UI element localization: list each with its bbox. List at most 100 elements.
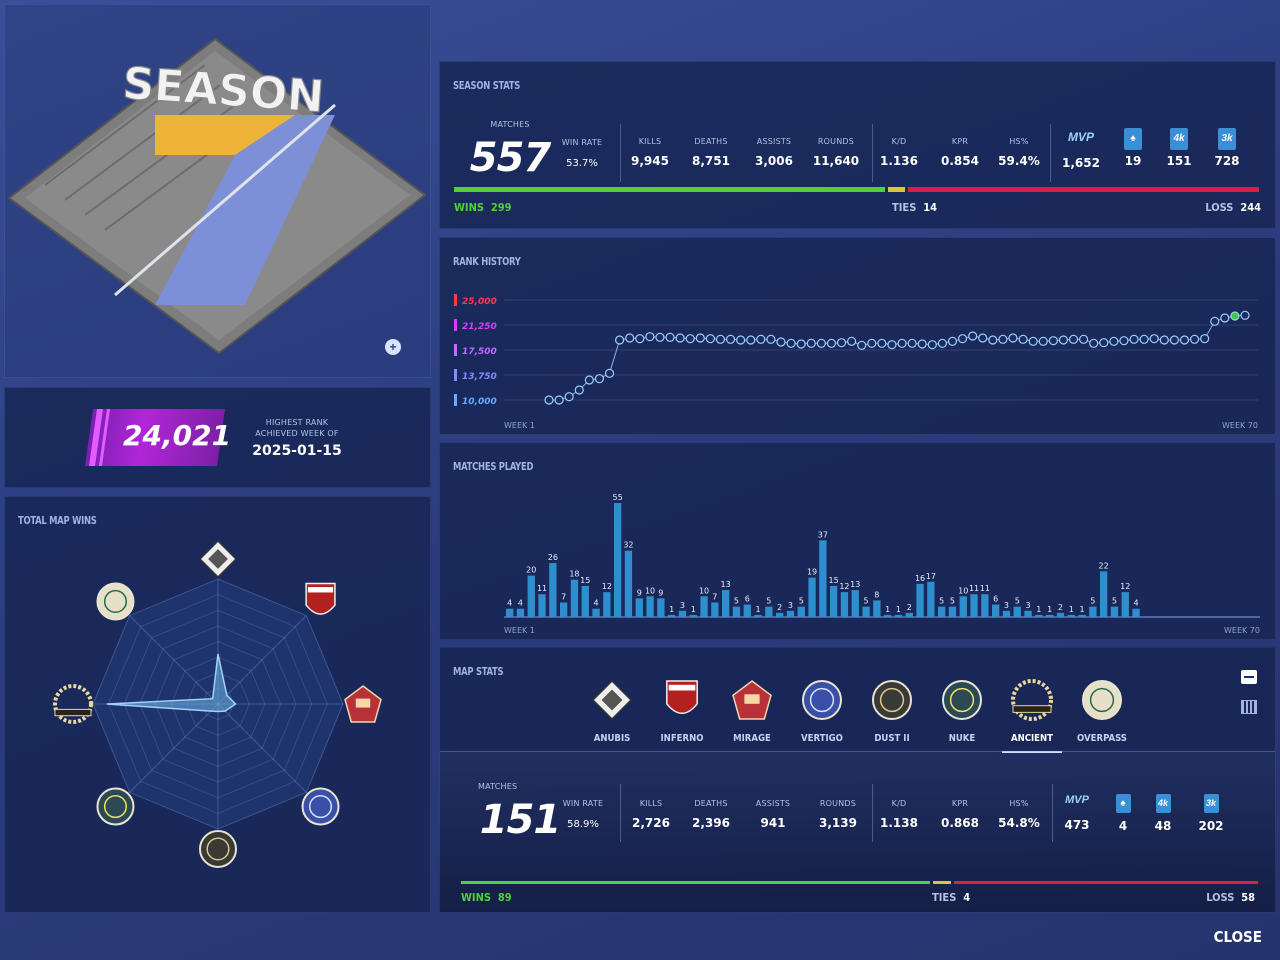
rank-point xyxy=(877,338,887,348)
match-bar xyxy=(624,550,633,617)
map-tab-anubis[interactable]: ANUBIS xyxy=(582,678,642,744)
match-bar xyxy=(948,606,957,617)
match-bar-label: 1 xyxy=(1047,605,1052,614)
rank-point xyxy=(957,334,968,344)
match-bar-label: 12 xyxy=(839,582,849,591)
season-wins-bar xyxy=(454,187,1262,192)
match-bar-label: 1 xyxy=(1080,605,1085,614)
match-bar xyxy=(538,594,546,617)
match-bar-label: 7 xyxy=(712,592,717,601)
map-tab-overpass[interactable]: OVERPASS xyxy=(1072,678,1132,744)
match-bar xyxy=(851,590,859,617)
loss-segment xyxy=(954,881,1258,884)
map-tab-nuke[interactable]: NUKE xyxy=(932,678,992,744)
matches-week-end: WEEK 70 xyxy=(1224,626,1260,635)
season-ace: ♠ 19 xyxy=(1120,128,1146,168)
radar-area xyxy=(106,653,237,713)
match-bar xyxy=(678,610,687,617)
rank-tick-label: 25,000 xyxy=(462,297,497,307)
rank-point xyxy=(604,368,615,378)
rank-point xyxy=(635,334,645,344)
close-button[interactable]: CLOSE xyxy=(1213,928,1262,946)
rank-point xyxy=(1200,334,1210,344)
rank-point xyxy=(1230,311,1240,321)
rank-point xyxy=(675,333,685,343)
match-bar-label: 9 xyxy=(637,588,642,597)
match-bar-label: 1 xyxy=(896,605,901,614)
rank-point xyxy=(836,338,847,348)
rank-label: HIGHEST RANK ACHIEVED WEEK OF xyxy=(255,418,339,438)
match-bar-label: 11 xyxy=(980,584,990,593)
map-tab-vertigo[interactable]: VERTIGO xyxy=(792,678,852,744)
map-tab-inferno[interactable]: INFERNO xyxy=(652,678,712,744)
zoom-logo-icon[interactable]: + xyxy=(385,339,401,355)
season-stats-title: SEASON STATS xyxy=(453,79,521,92)
season-win-rate: WIN RATE 53.7% xyxy=(561,138,603,169)
mvp-star-icon: MVP xyxy=(1065,794,1089,806)
rank-point xyxy=(1038,336,1048,346)
match-bar-label: 1 xyxy=(1036,605,1041,614)
loss-segment xyxy=(908,187,1259,192)
map-tab-dust-ii[interactable]: DUST II xyxy=(862,678,922,744)
inferno-map-icon xyxy=(666,680,698,715)
rank-point xyxy=(625,333,635,343)
radar-spoke xyxy=(217,703,307,793)
match-bar xyxy=(1002,610,1011,617)
rank-point xyxy=(1159,335,1169,345)
three-kill-icon: 3k xyxy=(1203,794,1219,813)
match-bar-label: 5 xyxy=(1015,597,1020,606)
anubis-map-icon xyxy=(591,679,633,721)
match-bar xyxy=(743,604,751,617)
match-bar-label: 37 xyxy=(818,530,828,539)
rank-point xyxy=(1220,313,1230,323)
view-list-toggle[interactable] xyxy=(1241,670,1257,684)
ace-spade-icon: ♠ xyxy=(1115,794,1131,813)
inferno-map-icon xyxy=(305,582,336,615)
rank-tick-label: 21,250 xyxy=(462,322,497,332)
rank-point xyxy=(927,340,937,350)
match-bar-label: 9 xyxy=(658,588,663,597)
rank-point xyxy=(655,332,665,342)
match-bar-label: 5 xyxy=(799,597,804,606)
rank-point xyxy=(1119,336,1129,346)
match-bar xyxy=(506,608,514,617)
match-bar xyxy=(560,602,568,617)
view-grid-toggle[interactable] xyxy=(1241,700,1257,714)
match-bar-label: 26 xyxy=(548,553,558,562)
map-tab-label: DUST II xyxy=(874,733,910,744)
match-bar-label: 1 xyxy=(756,605,761,614)
radar-spoke xyxy=(217,615,307,705)
rank-point xyxy=(1048,336,1058,346)
season-rounds: ROUNDS 11,640 xyxy=(812,137,860,168)
rank-history-chart: 25,000 21,250 17,500 13,750 10,000 WEEK 1 WEEK… xyxy=(454,294,1258,430)
match-bar xyxy=(884,614,892,617)
season-mvp: MVP 1,652 xyxy=(1060,130,1102,172)
match-bar xyxy=(981,594,989,617)
wins-segment xyxy=(461,881,930,884)
match-bar-label: 8 xyxy=(874,590,879,599)
match-bar xyxy=(862,606,870,617)
map-tab-ancient[interactable]: ANCIENT xyxy=(1002,678,1062,753)
match-bar-label: 2 xyxy=(1058,603,1063,612)
match-bar-label: 1 xyxy=(1069,605,1074,614)
mvp-star-icon: MVP xyxy=(1067,130,1094,144)
map-tab-mirage[interactable]: MIRAGE xyxy=(722,678,782,744)
rank-point xyxy=(1068,334,1079,344)
match-bar xyxy=(905,612,913,617)
match-bar-label: 3 xyxy=(1026,601,1031,610)
map-tab-label: VERTIGO xyxy=(801,733,843,744)
match-bar-label: 4 xyxy=(507,599,512,608)
match-bar xyxy=(1100,571,1108,617)
match-bar xyxy=(1013,606,1021,617)
match-bar xyxy=(1121,592,1129,617)
map-wins-title: TOTAL MAP WINS xyxy=(18,514,97,527)
map-matches-value: 151 xyxy=(479,797,561,843)
highest-rank-panel: 24,021 HIGHEST RANK ACHIEVED WEEK OF 202… xyxy=(4,387,431,488)
map-3k: 3k 202 xyxy=(1194,793,1228,833)
rank-point xyxy=(594,374,605,384)
match-bar-label: 10 xyxy=(645,586,655,595)
rank-line xyxy=(549,314,1246,401)
match-bar-label: 12 xyxy=(602,582,612,591)
match-bar-label: 10 xyxy=(958,586,968,595)
match-bar xyxy=(959,596,967,617)
